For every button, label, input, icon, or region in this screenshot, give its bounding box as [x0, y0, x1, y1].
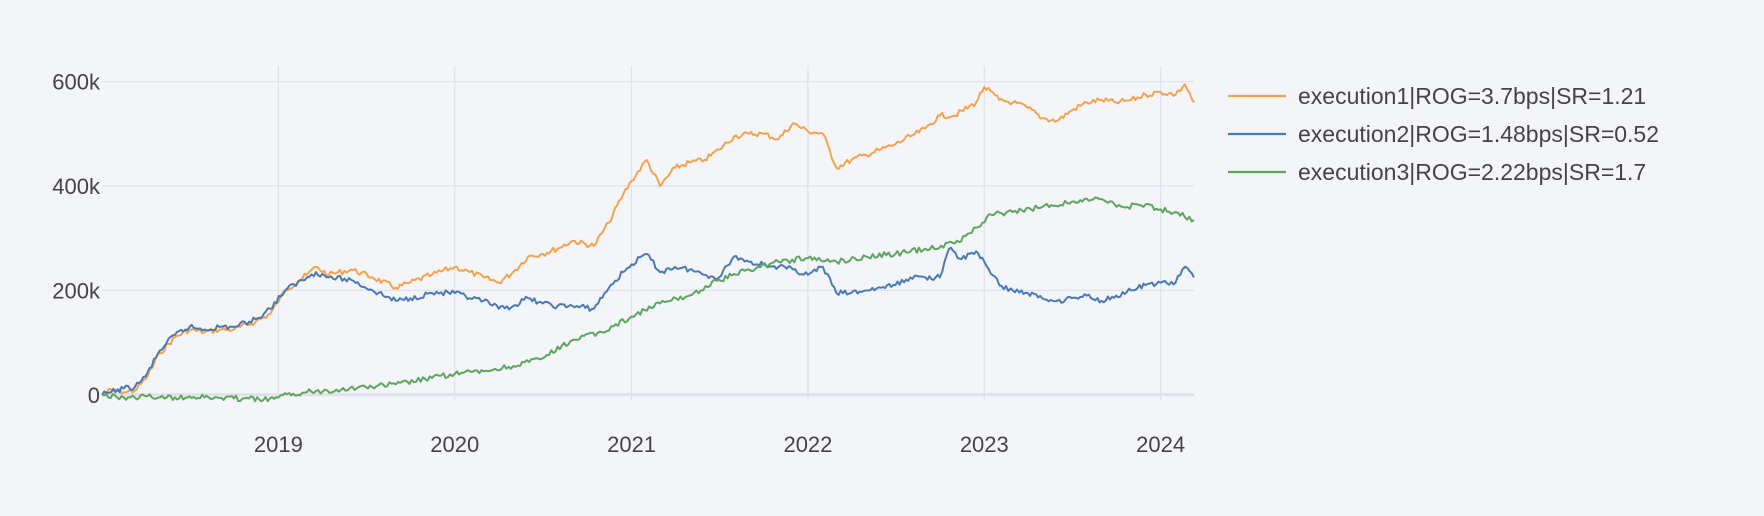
x-tick-label: 2024 — [1136, 432, 1185, 457]
legend-item[interactable]: execution2|ROG=1.48bps|SR=0.52 — [1228, 121, 1659, 147]
legend-item[interactable]: execution3|ROG=2.22bps|SR=1.7 — [1228, 159, 1646, 185]
legend-label: execution2|ROG=1.48bps|SR=0.52 — [1298, 121, 1659, 147]
y-tick-label: 0 — [88, 383, 100, 408]
legend-label: execution1|ROG=3.7bps|SR=1.21 — [1298, 83, 1646, 109]
x-tick-label: 2019 — [254, 432, 303, 457]
y-tick-label: 600k — [52, 70, 101, 95]
series-lines — [101, 83, 1195, 403]
x-tick-label: 2020 — [430, 432, 479, 457]
x-axis-ticks: 2019 2020 2021 2022 2023 2024 — [254, 432, 1185, 457]
series-line-3 — [101, 196, 1195, 403]
series-line-2 — [101, 246, 1195, 396]
x-tick-label: 2021 — [607, 432, 656, 457]
y-tick-label: 400k — [52, 174, 101, 199]
y-axis-ticks: 0 200k 400k 600k — [52, 70, 101, 408]
x-tick-label: 2022 — [783, 432, 832, 457]
legend: execution1|ROG=3.7bps|SR=1.21 execution2|… — [1228, 83, 1659, 185]
x-tick-label: 2023 — [960, 432, 1009, 457]
y-tick-label: 200k — [52, 278, 101, 303]
legend-label: execution3|ROG=2.22bps|SR=1.7 — [1298, 159, 1646, 185]
legend-item[interactable]: execution1|ROG=3.7bps|SR=1.21 — [1228, 83, 1646, 109]
